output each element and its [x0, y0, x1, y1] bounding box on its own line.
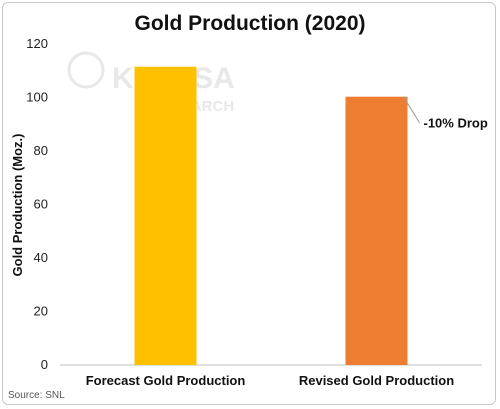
y-tick-label: 40	[34, 250, 48, 265]
source-note: Source: SNL	[8, 390, 65, 401]
x-tick-label: Forecast Gold Production	[86, 373, 246, 388]
chart-title: Gold Production (2020)	[134, 12, 365, 35]
bar	[134, 66, 197, 366]
y-tick-label: 60	[34, 197, 48, 212]
y-tick-label: 0	[41, 357, 48, 372]
annotation-leader-line	[403, 96, 420, 123]
y-axis-label: Gold Production (Moz.)	[10, 134, 25, 277]
watermark-bulb-icon	[67, 51, 105, 89]
x-tick-label: Revised Gold Production	[299, 373, 454, 388]
annotation-label: -10% Drop	[424, 116, 488, 131]
bars	[134, 66, 408, 366]
y-tick-label: 120	[26, 36, 48, 51]
y-tick-label: 80	[34, 143, 48, 158]
y-tick-label: 20	[34, 304, 48, 319]
bar	[345, 96, 408, 365]
y-axis-ticks: 0 20 40 60 80 100 120	[26, 36, 48, 372]
category-labels: Forecast Gold Production Revised Gold Pro…	[86, 373, 455, 388]
y-tick-label: 100	[26, 90, 48, 105]
chart-frame	[2, 2, 496, 405]
